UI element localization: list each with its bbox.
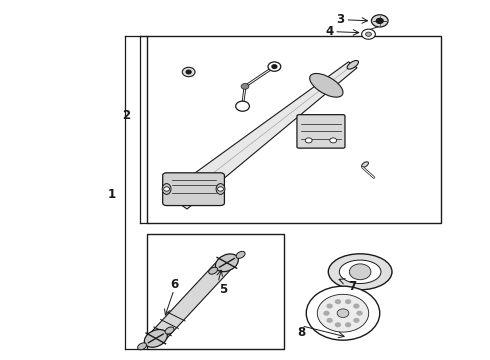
Text: 2: 2	[122, 109, 130, 122]
FancyBboxPatch shape	[297, 114, 345, 148]
Circle shape	[241, 84, 249, 89]
Polygon shape	[166, 62, 357, 209]
Circle shape	[164, 187, 170, 191]
Ellipse shape	[310, 73, 343, 97]
Ellipse shape	[162, 184, 171, 194]
Ellipse shape	[216, 184, 225, 194]
Circle shape	[182, 67, 195, 77]
Polygon shape	[147, 263, 230, 344]
Circle shape	[186, 70, 191, 74]
Ellipse shape	[347, 60, 359, 69]
Ellipse shape	[209, 267, 218, 274]
Circle shape	[268, 62, 281, 71]
Ellipse shape	[339, 260, 381, 284]
Circle shape	[218, 187, 223, 191]
Circle shape	[272, 65, 277, 68]
Text: 1: 1	[108, 188, 116, 201]
Text: 8: 8	[297, 327, 305, 339]
Ellipse shape	[362, 162, 368, 167]
Circle shape	[327, 304, 332, 308]
Ellipse shape	[236, 251, 245, 258]
Text: 4: 4	[325, 25, 333, 38]
Ellipse shape	[165, 327, 174, 334]
FancyBboxPatch shape	[163, 173, 224, 206]
Circle shape	[354, 319, 359, 322]
Ellipse shape	[138, 343, 147, 350]
Circle shape	[305, 138, 312, 143]
Circle shape	[336, 300, 341, 303]
Circle shape	[327, 319, 332, 322]
Circle shape	[317, 294, 368, 332]
Bar	[147, 234, 284, 349]
Ellipse shape	[145, 329, 167, 347]
Circle shape	[236, 101, 249, 111]
Bar	[147, 36, 441, 223]
Circle shape	[324, 311, 329, 315]
Circle shape	[357, 311, 362, 315]
Circle shape	[366, 32, 371, 36]
Text: 7: 7	[349, 280, 357, 293]
Circle shape	[336, 323, 341, 327]
Circle shape	[345, 323, 350, 327]
Circle shape	[376, 18, 383, 23]
Circle shape	[337, 309, 349, 318]
Text: 3: 3	[337, 13, 344, 26]
Text: 6: 6	[170, 278, 178, 291]
Text: 5: 5	[219, 283, 227, 296]
Circle shape	[371, 15, 388, 27]
Circle shape	[330, 138, 337, 143]
Ellipse shape	[328, 254, 392, 290]
Circle shape	[354, 304, 359, 308]
Circle shape	[349, 264, 371, 280]
Circle shape	[362, 29, 375, 39]
Circle shape	[345, 300, 350, 303]
Circle shape	[306, 286, 380, 340]
Ellipse shape	[216, 254, 238, 272]
